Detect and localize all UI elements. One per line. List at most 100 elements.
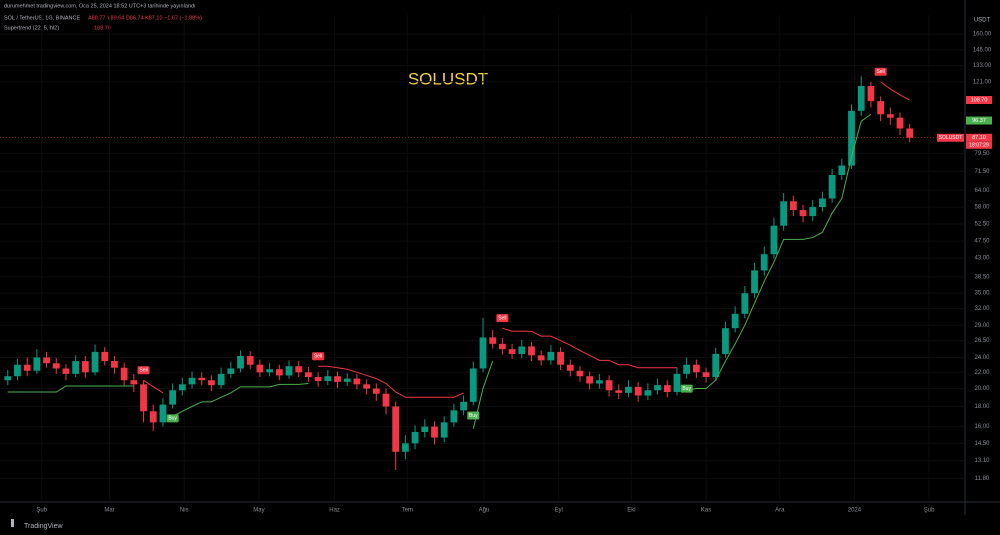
candle-body: [547, 351, 555, 361]
candle-body: [324, 376, 332, 382]
y-tick-label: 11.80: [975, 476, 990, 482]
price-tag: [966, 96, 992, 105]
candle-body: [363, 384, 370, 389]
candle-body: [217, 373, 225, 386]
candle-body: [285, 366, 293, 376]
supertrend-line: [143, 81, 910, 398]
candle-body: [760, 254, 768, 271]
candle-body: [557, 351, 564, 365]
candle-body: [275, 369, 283, 376]
y-tick-label: 24.00: [974, 355, 990, 361]
price-tag-label: 87.10: [972, 135, 986, 141]
x-tick-label: Ara: [775, 508, 785, 514]
x-tick-label: Haz: [329, 508, 340, 514]
candle-body: [198, 377, 206, 381]
candle-body: [605, 380, 613, 391]
candle-body: [780, 201, 788, 226]
footer: TradingView: [24, 523, 63, 530]
candle-body: [372, 388, 380, 394]
sell-label: Sell: [139, 368, 147, 374]
candle-body: [334, 376, 341, 382]
candle-body: [353, 378, 361, 385]
candle-body: [440, 422, 448, 438]
candle-body: [741, 293, 749, 314]
candle-body: [382, 393, 390, 407]
countdown-tag: [966, 141, 992, 149]
x-tick-label: Şub: [924, 508, 935, 514]
y-tick-label: 32.00: [974, 306, 990, 312]
x-tick-label: May: [253, 508, 264, 514]
x-tick-label: Ağu: [479, 508, 490, 514]
candle-body: [178, 384, 186, 391]
symbol-tag-label: SOLUSDT: [939, 135, 963, 141]
candle-body: [140, 384, 147, 412]
candle-body: [692, 364, 700, 373]
sell-label: Sell: [314, 354, 322, 360]
published: durumehmet tradingview.com, Oca 25, 2024…: [4, 3, 196, 9]
supertrend-line: [7, 113, 872, 429]
candle-body: [14, 364, 21, 377]
candle-body: [537, 355, 545, 361]
candle-body: [828, 175, 836, 199]
y-tick-label: 133.00: [973, 63, 992, 69]
candle-body: [518, 346, 526, 354]
candle-body: [295, 366, 303, 373]
y-tick-label: 18.00: [974, 404, 990, 410]
countdown-label: 18:07:29: [969, 143, 989, 149]
buy-label: Buy: [168, 416, 177, 422]
y-tick-label: 64.00: [974, 188, 990, 194]
y-tick-label: 16.00: [974, 424, 990, 430]
price-tag-label: 108.70: [971, 97, 988, 103]
candle-body: [392, 406, 400, 452]
candle-body: [819, 198, 826, 208]
y-tick-label: 26.50: [974, 338, 990, 344]
candle-body: [838, 165, 846, 176]
sell-label: Sell: [498, 316, 506, 322]
candle-body: [411, 431, 419, 444]
candle-body: [508, 349, 516, 354]
chart-title: SOLUSDT: [408, 69, 488, 88]
candle-body: [81, 361, 89, 373]
y-tick-label: 20.00: [974, 386, 990, 392]
buy-signal: [467, 411, 480, 420]
candle-body: [256, 364, 264, 373]
symbol: SOL / TetherUS, 1G, BINANCE: [4, 15, 80, 21]
x-tick-label: Eki: [627, 508, 635, 514]
candle-body: [654, 385, 661, 391]
candle-body: [469, 368, 477, 402]
sell-label: Sell: [876, 69, 884, 75]
y-tick-label: 13.10: [974, 458, 990, 464]
candle-body: [576, 370, 584, 377]
sell-signal: [496, 314, 509, 323]
candle-body: [566, 364, 574, 371]
candle-body: [799, 210, 807, 217]
buy-label: Buy: [469, 413, 478, 419]
candle-body: [33, 357, 41, 371]
candle-body: [683, 364, 691, 374]
candle-body: [431, 426, 438, 438]
logo: [5, 519, 14, 527]
x-tick-label: Nis: [180, 508, 189, 514]
x-tick-label: Kas: [701, 508, 711, 514]
sell-signal: [874, 67, 887, 76]
candle-body: [305, 372, 312, 378]
candle-body: [169, 390, 177, 405]
candle-body: [130, 380, 138, 385]
candle-body: [586, 376, 594, 384]
candle-body: [673, 373, 681, 392]
sell-signal: [312, 352, 325, 361]
ohlc: A88.77 Y89.64 D86.74 K87.10 −1.67 (−1.88…: [88, 15, 202, 21]
y-tick-label: 52.50: [974, 222, 990, 228]
price-tag: [966, 133, 992, 142]
candle-body: [625, 386, 632, 393]
candle-body: [227, 368, 235, 374]
candle-body: [52, 363, 60, 369]
y-tick-label: 71.50: [974, 169, 990, 175]
candle-body: [770, 225, 778, 255]
indicator: Supertrend (22, 5, hl2): [4, 25, 59, 31]
buy-signal: [166, 414, 179, 423]
candle-body: [188, 377, 196, 385]
y-tick-label: 14.50: [974, 441, 990, 447]
